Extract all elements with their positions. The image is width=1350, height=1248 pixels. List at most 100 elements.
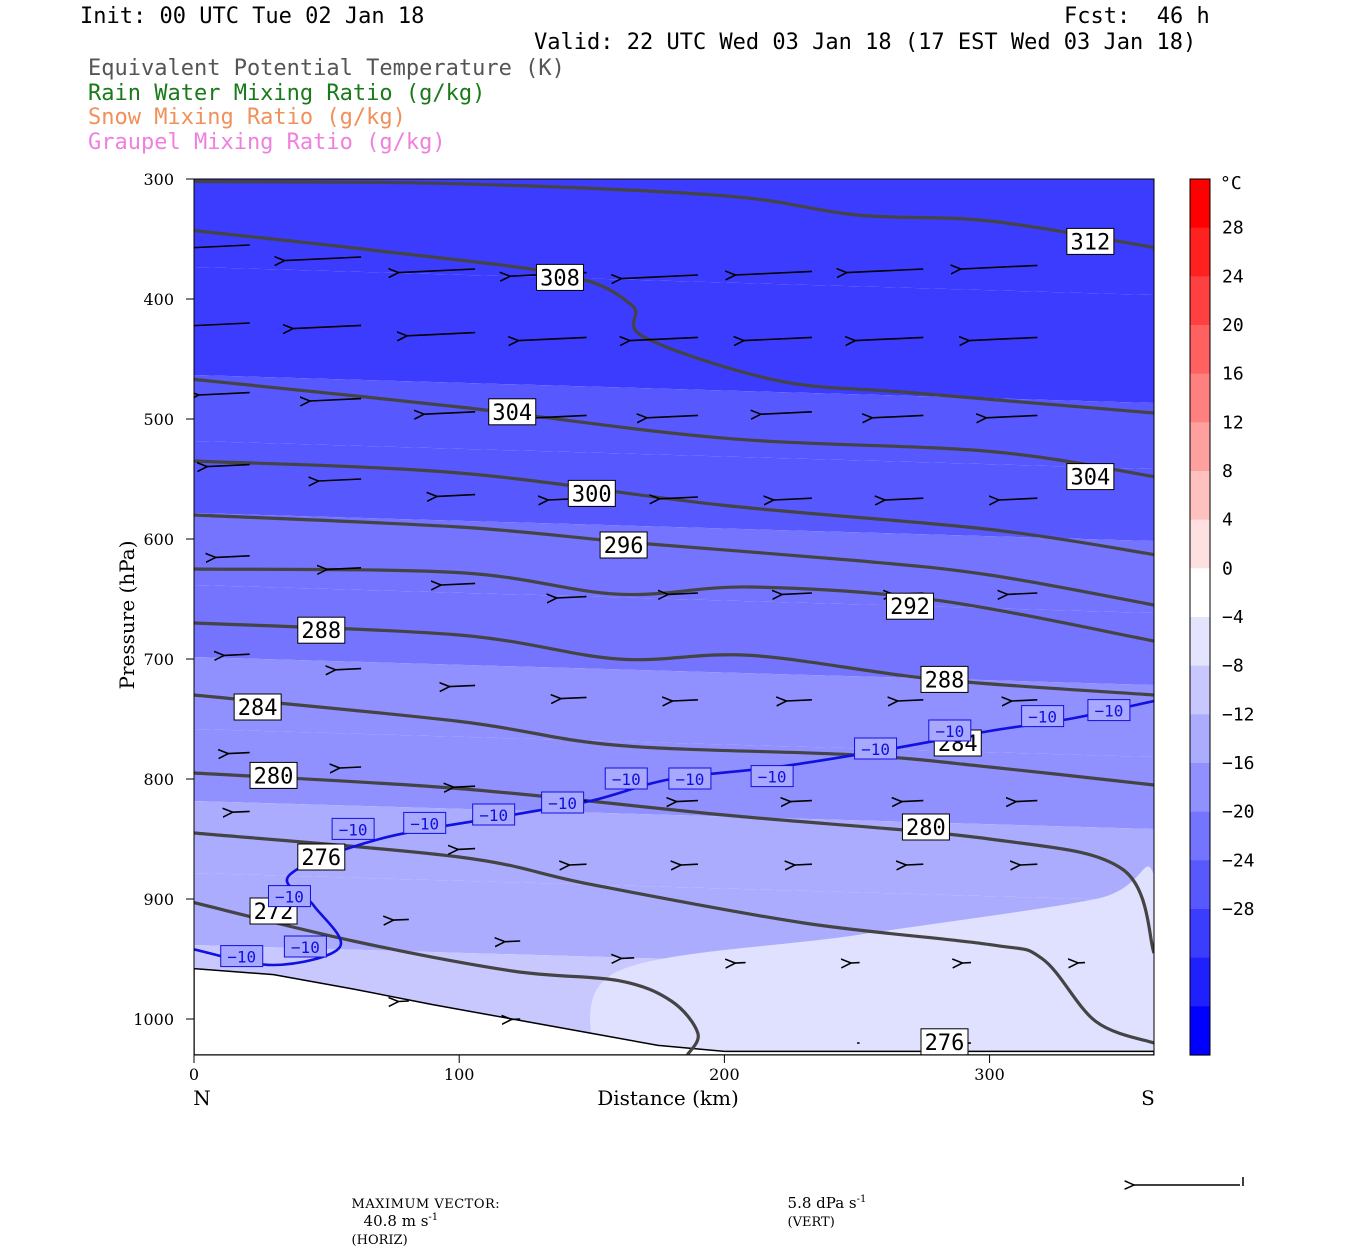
theta-e-label-284: 284 <box>238 696 278 721</box>
wind-vector <box>458 849 475 850</box>
isotherm-label: −10 <box>339 820 368 839</box>
isotherm-label: −10 <box>410 814 439 833</box>
isotherm-label: −10 <box>291 938 320 957</box>
colorbar-tick-label: −4 <box>1222 607 1244 628</box>
colorbar-tick-label: 4 <box>1222 510 1233 531</box>
colorbar-tick-label: 28 <box>1222 218 1244 239</box>
y-axis-label: Pressure (hPa) <box>115 541 139 690</box>
wind-vector <box>906 864 923 865</box>
x-tick-label: 100 <box>444 1065 475 1084</box>
wind-vector <box>681 864 698 865</box>
y-tick-label: 300 <box>143 170 174 189</box>
colorbar-tick-label: −20 <box>1222 802 1255 823</box>
colorbar-swatch <box>1190 179 1210 228</box>
theta-e-label-312: 312 <box>1070 230 1110 255</box>
wind-vector <box>228 753 249 754</box>
colorbar-tick-label: −28 <box>1222 899 1255 920</box>
wind-vector <box>233 811 250 812</box>
y-tick-label: 600 <box>143 530 174 549</box>
wind-vector <box>1016 801 1037 802</box>
max-vector-vert-note: 5.8 dPa s-1 (VERT) <box>778 1176 866 1230</box>
wind-vector <box>677 801 698 802</box>
colorbar-swatch <box>1190 568 1210 617</box>
colorbar-tick-label: −24 <box>1222 850 1255 871</box>
colorbar-swatch <box>1190 374 1210 423</box>
colorbar-swatch <box>1190 666 1210 715</box>
colorbar-swatch <box>1190 422 1210 471</box>
colorbar-swatch <box>1190 909 1210 958</box>
colorbar-tick-label: 8 <box>1222 461 1233 482</box>
max-vector-horiz-note: MAXIMUM VECTOR: 40.8 m s-1 (HORIZ) <box>342 1176 500 1248</box>
max-vector-horiz-exp: -1 <box>428 1212 438 1223</box>
max-vector-vert-unit: (VERT) <box>788 1215 835 1230</box>
y-tick-label: 800 <box>143 770 174 789</box>
x-tick-label: 200 <box>709 1065 740 1084</box>
cross-section-figure: 3123083043043002962922882882842842802802… <box>0 0 1350 1200</box>
north-label: N <box>193 1086 211 1110</box>
colorbar-swatch <box>1190 1006 1210 1055</box>
isotherm-label: −10 <box>612 770 641 789</box>
max-vector-label: MAXIMUM VECTOR: <box>352 1197 501 1212</box>
isotherm-label: −10 <box>1094 702 1123 721</box>
wind-vector <box>394 919 409 920</box>
colorbar-swatch <box>1190 228 1210 277</box>
y-tick-label: 700 <box>143 650 174 669</box>
colorbar-swatch <box>1190 860 1210 909</box>
theta-e-label-308: 308 <box>540 266 580 291</box>
isotherm-label: −10 <box>1028 708 1057 727</box>
wind-vector <box>340 767 361 768</box>
theta-e-label-288-b: 288 <box>925 668 965 693</box>
wind-vector <box>902 801 923 802</box>
isotherm-label: −10 <box>861 740 890 759</box>
y-tick-label: 1000 <box>133 1010 174 1029</box>
wind-vector <box>795 864 812 865</box>
theta-e-label-296: 296 <box>604 534 644 559</box>
wind-vector <box>735 963 745 964</box>
colorbar-swatch <box>1190 520 1210 569</box>
theta-e-label-280-b: 280 <box>906 816 946 841</box>
y-tick-label: 900 <box>143 890 174 909</box>
x-axis-label: Distance (km) <box>597 1086 739 1110</box>
theta-e-label-288: 288 <box>301 619 341 644</box>
wind-vector <box>505 941 520 942</box>
max-vector-horiz-value: 40.8 m s <box>364 1212 429 1230</box>
colorbar-swatch <box>1190 714 1210 763</box>
colorbar-swatch <box>1190 958 1210 1007</box>
colorbar-tick-label: 20 <box>1222 315 1244 336</box>
isotherm-label: −10 <box>758 768 787 787</box>
colorbar-tick-label: 24 <box>1222 266 1244 287</box>
wind-vector <box>454 786 475 787</box>
theta-e-label-276: 276 <box>301 846 341 871</box>
max-vector-vert-value: 5.8 dPa s <box>788 1194 857 1212</box>
isotherm-label: −10 <box>935 722 964 741</box>
colorbar-swatch <box>1190 325 1210 374</box>
max-vector-horiz-unit: (HORIZ) <box>352 1233 408 1248</box>
colorbar-swatch <box>1190 471 1210 520</box>
x-tick-label: 0 <box>189 1065 199 1084</box>
colorbar-unit: °C <box>1220 173 1242 194</box>
colorbar-tick-label: 16 <box>1222 364 1244 385</box>
max-vector-arrow <box>1134 1177 1243 1186</box>
wind-vector <box>399 1001 409 1002</box>
colorbar-tick-label: 0 <box>1222 558 1233 579</box>
wind-vector <box>1020 864 1037 865</box>
y-tick-label: 400 <box>143 290 174 309</box>
theta-e-label-280: 280 <box>254 764 294 789</box>
y-tick-label: 500 <box>143 410 174 429</box>
x-tick-label: 300 <box>974 1065 1005 1084</box>
isotherm-label: −10 <box>227 948 256 967</box>
wind-vector <box>791 801 812 802</box>
colorbar-tick-label: −12 <box>1222 704 1255 725</box>
isotherm-label: −10 <box>275 888 304 907</box>
colorbar-tick-label: −8 <box>1222 656 1244 677</box>
colorbar-tick-label: −16 <box>1222 753 1255 774</box>
south-label: S <box>1141 1086 1155 1110</box>
colorbar-swatch <box>1190 276 1210 325</box>
isotherm-label: −10 <box>548 794 577 813</box>
theta-e-label-300: 300 <box>572 482 612 507</box>
colorbar-swatch <box>1190 763 1210 812</box>
isotherm-label: −10 <box>675 770 704 789</box>
theta-e-label-292: 292 <box>890 595 930 620</box>
wind-vector <box>570 864 587 865</box>
isotherm-label: −10 <box>479 806 508 825</box>
